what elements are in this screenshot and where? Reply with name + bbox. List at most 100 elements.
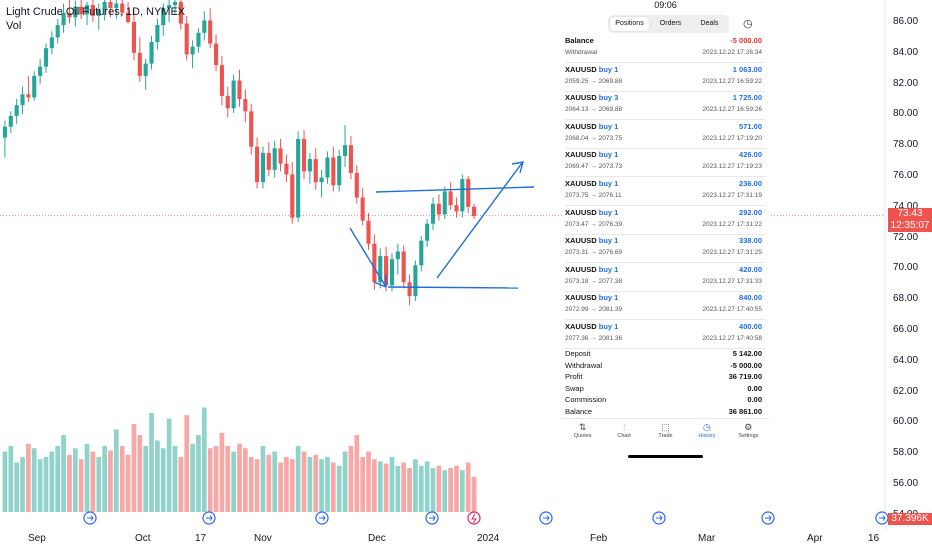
price-tick: 56.00 — [893, 478, 919, 489]
time-tick: Sep — [28, 533, 46, 544]
volume-bar — [243, 448, 248, 512]
deal-time: 2023.12.22 17:26:34 — [702, 49, 762, 56]
time-tick: 17 — [195, 533, 207, 544]
candle-body — [384, 256, 389, 286]
deal-symbol: XAUUSD buy 3 — [565, 93, 619, 103]
volume-bar — [413, 459, 418, 512]
nav-trade[interactable]: ⬚ Trade — [645, 419, 686, 449]
candle-body — [67, 12, 72, 18]
candle-body — [348, 145, 353, 173]
bottom-nav: ⇅ Quotes ⫶ Chart ⬚ Trade ◷ History ⚙ Settings — [562, 418, 769, 449]
deal-detail: 2073.47 → 2076.39 — [565, 220, 623, 228]
deal-row[interactable]: XAUUSD buy 1 840.00 2072.99 → 2081.39 2023.… — [565, 291, 765, 321]
nav-quotes[interactable]: ⇅ Quotes — [562, 419, 603, 449]
summary-label: Commission — [565, 395, 607, 405]
volume-bar — [266, 454, 272, 512]
volume-bar — [284, 457, 289, 512]
summary-label: Withdrawal — [565, 360, 603, 370]
candle-body — [184, 23, 189, 55]
candle-body — [401, 251, 406, 283]
volume-bar — [383, 463, 389, 512]
candle-body — [442, 191, 447, 215]
volume-bar — [307, 457, 313, 512]
summary-value: 5 142.00 — [732, 349, 762, 358]
volume-bar — [430, 468, 436, 512]
summary-label: Swap — [565, 383, 584, 393]
volume-bar — [454, 465, 459, 512]
deal-detail: 2077.36 → 2081.36 — [565, 335, 623, 342]
candle-body — [407, 282, 412, 297]
volume-bar — [272, 451, 278, 512]
candle-body — [290, 174, 295, 218]
deal-row[interactable]: Balance -5 000.00 Withdrawal 2023.12.22 17… — [565, 34, 765, 63]
nav-history[interactable]: ◷ History — [686, 419, 727, 449]
nav-label: Chart — [617, 433, 631, 439]
candle-body — [96, 9, 101, 16]
candle-body — [49, 37, 54, 49]
volume-bar — [201, 407, 207, 512]
volume-bar — [278, 462, 283, 512]
volume-bar — [196, 435, 201, 512]
candle-body — [231, 80, 236, 109]
price-tick: 58.00 — [893, 447, 919, 459]
deal-row[interactable]: XAUUSD buy 1 400.00 2077.36 → 2081.36 2023.… — [565, 320, 765, 349]
deal-detail: 2059.25 → 2069.88 — [565, 77, 623, 85]
dividend-arrow — [879, 515, 886, 521]
summary-label: Profit — [565, 372, 583, 382]
candle-body — [202, 20, 207, 33]
price-tick: 84.00 — [893, 46, 919, 58]
volume-bar — [448, 468, 453, 512]
nav-settings[interactable]: ⚙ Settings — [728, 419, 769, 449]
deal-row[interactable]: XAUUSD buy 3 1 725.00 2064.13 → 2069.88 202… — [565, 91, 765, 121]
volume-bar — [289, 459, 295, 512]
deal-row[interactable]: XAUUSD buy 1 338.00 2073.31 → 2076.69 2023.… — [565, 234, 765, 264]
deal-time: 2023.12.27 16:59:26 — [702, 106, 762, 114]
price-tick: 82.00 — [893, 77, 919, 89]
clock-icon[interactable]: ◷ — [743, 18, 753, 30]
candle-body — [26, 94, 31, 98]
candle-body — [61, 12, 66, 26]
nav-chart[interactable]: ⫶ Chart — [603, 419, 644, 449]
home-indicator[interactable] — [628, 455, 703, 458]
dividend-arrow — [87, 515, 94, 521]
volume-bar — [172, 446, 178, 512]
deal-row[interactable]: XAUUSD buy 1 236.00 2073.75 → 2076.11 2023.… — [565, 177, 765, 206]
deal-row[interactable]: XAUUSD buy 1 571.00 2068.04 → 2073.75 2023.… — [565, 120, 765, 149]
deal-symbol: XAUUSD buy 1 — [565, 150, 619, 160]
volume-bar — [96, 457, 102, 512]
candle-body — [425, 223, 430, 241]
volume-bar — [354, 435, 360, 512]
volume-bar — [295, 446, 301, 512]
volume-bar — [184, 415, 190, 512]
time-tick: Oct — [135, 533, 151, 544]
summary-row: Swap 0.00 — [565, 384, 765, 396]
deal-amount: 840.00 — [739, 293, 762, 303]
tab-positions[interactable]: Positions — [610, 17, 649, 31]
deal-row[interactable]: XAUUSD buy 1 292.00 2073.47 → 2076.39 2023.… — [565, 206, 765, 235]
candle-body — [155, 25, 160, 43]
candle-body — [2, 126, 7, 138]
tab-deals[interactable]: Deals — [700, 20, 719, 27]
deal-time: 2023.12.27 17:19:23 — [702, 163, 762, 171]
volume-bar — [143, 446, 149, 512]
volume-bar — [26, 443, 31, 512]
tab-orders[interactable]: Orders — [659, 20, 682, 27]
candle-body — [243, 99, 248, 112]
candle-body — [137, 52, 142, 76]
price-tick: 78.00 — [893, 139, 919, 151]
volume-bar — [178, 457, 184, 512]
dividend-arrow — [656, 515, 663, 521]
last-price: 73.43 — [897, 208, 923, 219]
volume-bar — [78, 459, 84, 512]
candle-body — [213, 43, 219, 66]
time-tick: 16 — [868, 533, 880, 544]
deal-amount: 426.00 — [739, 150, 762, 160]
deal-row[interactable]: XAUUSD buy 1 426.00 2069.47 → 2073.73 2023.… — [565, 148, 765, 178]
deal-row[interactable]: XAUUSD buy 1 420.00 2073.18 → 2077.38 2023.… — [565, 263, 765, 292]
candle-body — [149, 42, 154, 64]
deal-row[interactable]: XAUUSD buy 1 1 063.00 2059.25 → 2069.88 202… — [565, 63, 765, 92]
earnings-bolt — [471, 513, 477, 524]
price-tick: 86.00 — [893, 16, 919, 27]
